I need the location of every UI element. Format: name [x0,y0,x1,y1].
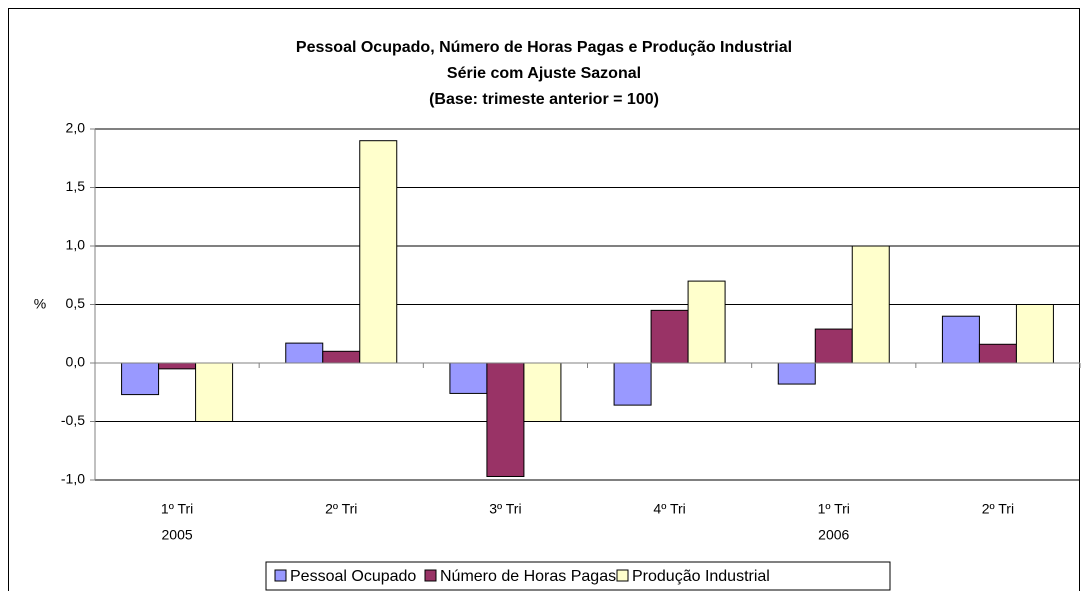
x-group-label: 2006 [818,527,849,543]
bar [650,309,689,364]
bar [978,343,1017,364]
legend-box [265,561,891,591]
chart-subtitle: (Base: trimeste anterior = 100) [429,91,659,108]
x-tick-label: 1º Tri [818,501,850,517]
bar [322,350,361,364]
bar [1015,304,1054,364]
bar [523,362,562,422]
bar [777,362,816,385]
y-tick-label: -0,5 [61,412,85,428]
legend-swatch [424,569,437,582]
bar [195,362,234,422]
x-tick-label: 2º Tri [325,501,357,517]
bar [158,362,197,370]
y-axis-label: % [34,296,46,312]
y-tick-label: -1,0 [61,471,85,487]
x-group-label: 2005 [162,527,193,543]
x-tick-label: 4º Tri [653,501,685,517]
chart-border [8,8,1080,591]
bar [814,328,853,364]
x-tick-label: 2º Tri [982,501,1014,517]
x-tick-label: 1º Tri [161,501,193,517]
bar [941,315,980,364]
y-tick-label: 0,0 [66,354,86,370]
x-tick-label: 3º Tri [489,501,521,517]
legend-swatch [274,569,287,582]
bar [613,362,652,406]
bar [449,362,488,394]
legend-label: Produção Industrial [632,568,770,585]
chart-subtitle: Série com Ajuste Sazonal [447,65,641,82]
y-tick-label: 0,5 [66,295,86,311]
chart-title: Pessoal Ocupado, Número de Horas Pagas e… [296,39,792,56]
bar [285,342,324,364]
bar [486,362,525,477]
bar [121,362,160,396]
legend-swatch [616,569,629,582]
y-tick-label: 1,0 [66,237,86,253]
legend-label: Pessoal Ocupado [290,568,416,585]
y-tick-label: 1,5 [66,178,86,194]
bar [687,280,726,364]
legend-label: Número de Horas Pagas [440,568,616,585]
bar [359,140,398,364]
y-tick-label: 2,0 [66,120,86,136]
bar [851,245,890,364]
